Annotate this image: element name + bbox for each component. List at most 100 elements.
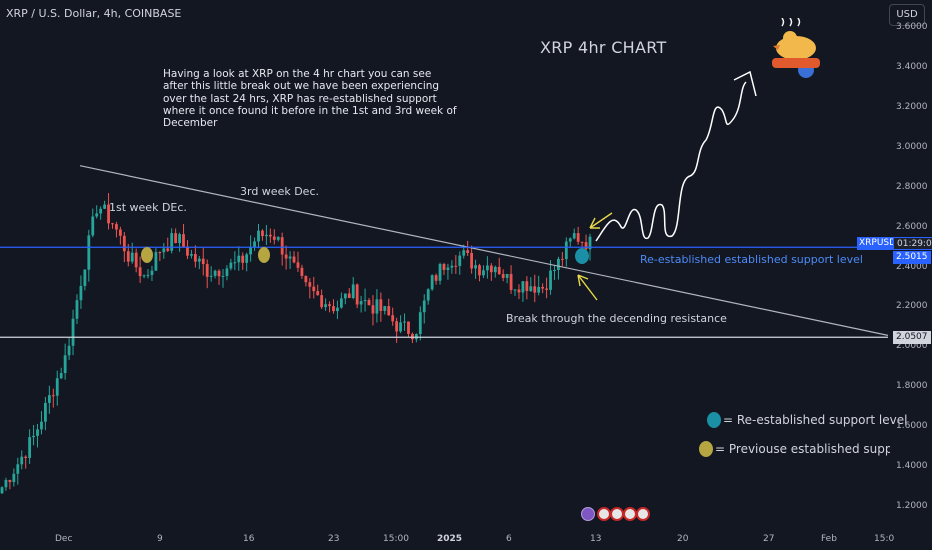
candle-body <box>497 266 501 275</box>
flag-event-icon[interactable] <box>623 507 637 521</box>
candle-body <box>201 258 205 265</box>
candle-body <box>186 246 189 256</box>
candle-body <box>193 254 197 262</box>
candle-body <box>103 204 107 209</box>
candle-body <box>501 274 505 278</box>
candle-body <box>339 298 343 308</box>
x-tick-label: Dec <box>55 534 73 544</box>
candle-body <box>265 234 268 237</box>
y-tick-label: 1.2000 <box>896 501 928 511</box>
candle-body <box>312 286 316 292</box>
candle-body <box>580 241 584 243</box>
candle-body <box>482 270 485 276</box>
candle-body <box>115 224 118 230</box>
y-tick-label: 3.6000 <box>896 22 928 32</box>
candle-body <box>126 251 130 262</box>
candle-body <box>146 274 150 276</box>
candle-body <box>12 473 16 483</box>
candle-body <box>253 241 256 247</box>
candle-body <box>363 300 367 302</box>
candle-body <box>16 464 20 474</box>
candle-body <box>541 286 545 289</box>
support-marker-dec1 <box>141 247 153 263</box>
candle-body <box>249 246 253 255</box>
currency-button[interactable]: USD <box>889 4 925 26</box>
candle-body <box>55 378 59 396</box>
candle-body <box>28 437 32 458</box>
descending-resistance-line <box>79 165 889 336</box>
candle-body <box>351 284 355 298</box>
y-tick-label: 1.6000 <box>896 421 928 432</box>
support-low-tag: 2.0507 <box>893 331 931 344</box>
candle-body <box>513 289 517 291</box>
candle-body <box>549 270 552 290</box>
candle-body <box>505 273 509 278</box>
candle-body <box>107 204 110 224</box>
candle-body <box>138 267 142 277</box>
flag-event-icon[interactable] <box>636 507 650 521</box>
candle-body <box>568 238 572 242</box>
flag-event-icon[interactable] <box>597 507 611 521</box>
candle-body <box>288 256 292 259</box>
candle-body <box>166 248 170 251</box>
candle-body <box>533 286 537 293</box>
candle-body <box>545 288 548 290</box>
x-tick-label: 15:0 <box>874 534 895 544</box>
y-tick-label: 2.2000 <box>896 301 928 312</box>
x-tick-label: 6 <box>506 534 512 544</box>
y-tick-label: 1.8000 <box>896 381 928 392</box>
candle-body <box>178 234 181 243</box>
candle-body <box>75 300 79 319</box>
candle-body <box>474 265 477 269</box>
candle-body <box>4 480 8 488</box>
candle-body <box>0 487 4 494</box>
flag-event-icon[interactable] <box>610 507 624 521</box>
candle-body <box>99 208 103 214</box>
x-tick-label: 27 <box>763 534 775 544</box>
candle-body <box>411 333 414 340</box>
candle-body <box>407 321 410 334</box>
candle-body <box>379 299 383 311</box>
candle-body <box>150 270 154 275</box>
arrow-to-candle-upper <box>589 212 613 229</box>
candle-body <box>213 270 217 276</box>
candle-body <box>509 273 513 290</box>
candle-body <box>296 262 300 268</box>
candle-body <box>403 321 406 323</box>
earnings-event-icon[interactable] <box>581 507 595 521</box>
candle-body <box>122 235 126 252</box>
candle-body <box>197 258 201 262</box>
y-tick-label: 3.0000 <box>896 141 928 152</box>
candle-body <box>418 312 422 335</box>
candle-body <box>158 252 162 254</box>
candle-body <box>584 242 588 250</box>
candle-body <box>142 275 146 277</box>
projection-path <box>595 81 747 242</box>
candle-body <box>205 264 209 277</box>
x-tick-label: Feb <box>821 534 837 544</box>
candle-body <box>529 286 533 292</box>
countdown-tag: 01:29:08 <box>893 237 932 250</box>
candle-body <box>553 270 556 272</box>
candle-body <box>44 402 47 422</box>
candle-body <box>83 269 87 286</box>
legend-dot-reestablished <box>707 412 721 428</box>
candle-body <box>489 265 493 273</box>
symbol-title[interactable]: XRP / U.S. Dollar, 4h, COINBASE <box>6 7 182 20</box>
candle-body <box>257 230 260 242</box>
y-tick-label: 3.4000 <box>896 61 928 72</box>
y-tick-label: 2.0000 <box>896 341 928 352</box>
candle-body <box>130 252 134 262</box>
candle-body <box>430 275 434 290</box>
candle-body <box>241 255 245 263</box>
candle-body <box>47 395 51 403</box>
candle-body <box>383 306 387 311</box>
breakthrough-label: Break through the decending resistance <box>506 312 727 325</box>
candle-body <box>438 264 442 281</box>
candle-body <box>300 267 304 276</box>
candle-body <box>446 267 450 270</box>
candle-body <box>32 435 35 438</box>
candle-body <box>462 250 466 256</box>
candle-body <box>332 306 335 312</box>
